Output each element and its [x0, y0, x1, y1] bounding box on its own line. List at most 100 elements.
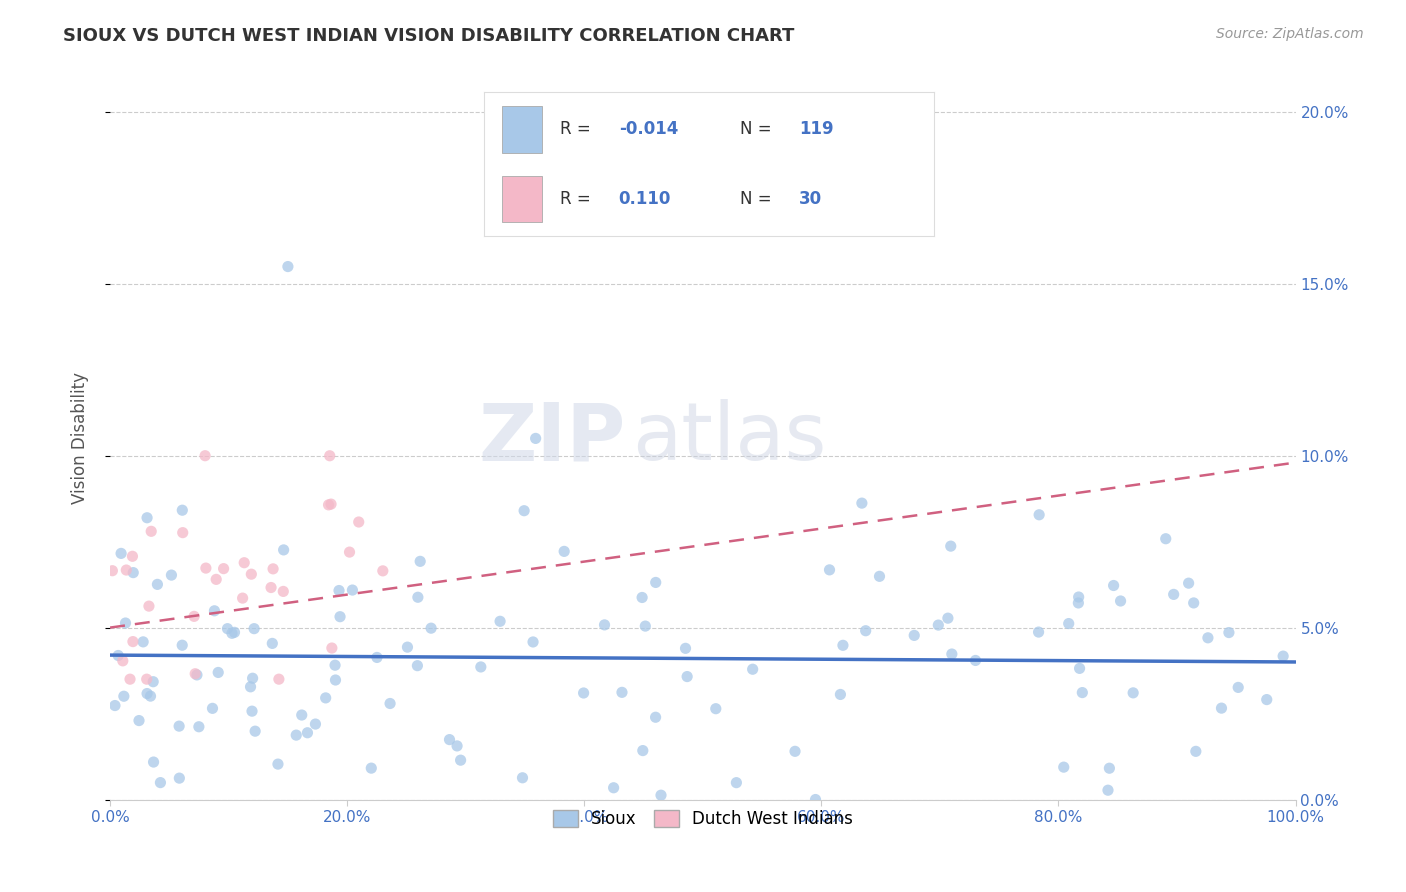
Point — [450, 753, 472, 767]
Point — [1097, 783, 1119, 797]
Point — [941, 647, 963, 661]
Point — [172, 525, 194, 540]
Y-axis label: Vision Disability: Vision Disability — [72, 373, 89, 505]
Point — [676, 669, 699, 683]
Point — [323, 658, 346, 673]
Point — [371, 564, 394, 578]
Point — [1098, 761, 1121, 775]
Point — [318, 498, 340, 512]
Point — [267, 757, 290, 772]
Text: ZIP: ZIP — [478, 400, 626, 477]
Point — [572, 686, 595, 700]
Point — [243, 622, 266, 636]
Point — [903, 628, 925, 642]
Point — [112, 690, 135, 704]
Point — [128, 714, 150, 728]
Point — [262, 636, 284, 650]
Point — [1109, 594, 1132, 608]
Point — [593, 618, 616, 632]
Point — [1028, 508, 1050, 522]
Point — [110, 546, 132, 560]
Point — [184, 666, 207, 681]
Point — [512, 771, 534, 785]
Point — [243, 724, 266, 739]
Point — [285, 728, 308, 742]
Point — [360, 761, 382, 775]
Point — [146, 577, 169, 591]
Point — [378, 697, 401, 711]
Point — [470, 660, 492, 674]
Point — [406, 591, 429, 605]
Point — [610, 685, 633, 699]
Point — [1154, 532, 1177, 546]
Point — [513, 504, 536, 518]
Point — [339, 545, 361, 559]
Point — [122, 634, 145, 648]
Point — [194, 561, 217, 575]
Point — [142, 674, 165, 689]
Point — [232, 591, 254, 606]
Text: SIOUX VS DUTCH WEST INDIAN VISION DISABILITY CORRELATION CHART: SIOUX VS DUTCH WEST INDIAN VISION DISABI… — [63, 27, 794, 45]
Point — [135, 672, 157, 686]
Point — [851, 496, 873, 510]
Point — [297, 725, 319, 739]
Point — [522, 635, 544, 649]
Point — [1218, 625, 1240, 640]
Point — [114, 615, 136, 630]
Point — [936, 611, 959, 625]
Point — [818, 563, 841, 577]
Point — [1211, 701, 1233, 715]
Text: atlas: atlas — [631, 400, 827, 477]
Point — [262, 562, 284, 576]
Point — [845, 215, 868, 229]
Point — [939, 539, 962, 553]
Point — [1069, 661, 1091, 675]
Point — [169, 771, 191, 785]
Point — [138, 599, 160, 614]
Point — [1182, 596, 1205, 610]
Point — [267, 672, 290, 686]
Point — [142, 755, 165, 769]
Point — [172, 503, 194, 517]
Point — [240, 567, 263, 582]
Point — [183, 609, 205, 624]
Point — [342, 582, 364, 597]
Point — [741, 662, 763, 676]
Point — [1057, 616, 1080, 631]
Point — [1122, 686, 1144, 700]
Point — [1028, 625, 1050, 640]
Point — [830, 688, 852, 702]
Point — [644, 575, 666, 590]
Point — [319, 449, 342, 463]
Point — [1185, 744, 1208, 758]
Point — [328, 583, 350, 598]
Point — [631, 591, 654, 605]
Point — [1067, 596, 1090, 610]
Point — [965, 653, 987, 667]
Point — [221, 626, 243, 640]
Point — [304, 717, 326, 731]
Point — [239, 680, 262, 694]
Point — [136, 687, 159, 701]
Point — [186, 668, 208, 682]
Point — [1053, 760, 1076, 774]
Point — [118, 672, 141, 686]
Point — [634, 619, 657, 633]
Point — [602, 780, 624, 795]
Point — [631, 743, 654, 757]
Point — [650, 788, 672, 802]
Point — [101, 564, 124, 578]
Point — [104, 698, 127, 713]
Point — [644, 710, 666, 724]
Point — [420, 621, 443, 635]
Point — [291, 708, 314, 723]
Point — [271, 584, 294, 599]
Point — [132, 635, 155, 649]
Point — [187, 720, 209, 734]
Point — [277, 260, 299, 274]
Point — [207, 665, 229, 680]
Point — [315, 690, 337, 705]
Point — [439, 732, 461, 747]
Point — [321, 640, 343, 655]
Point — [325, 673, 347, 687]
